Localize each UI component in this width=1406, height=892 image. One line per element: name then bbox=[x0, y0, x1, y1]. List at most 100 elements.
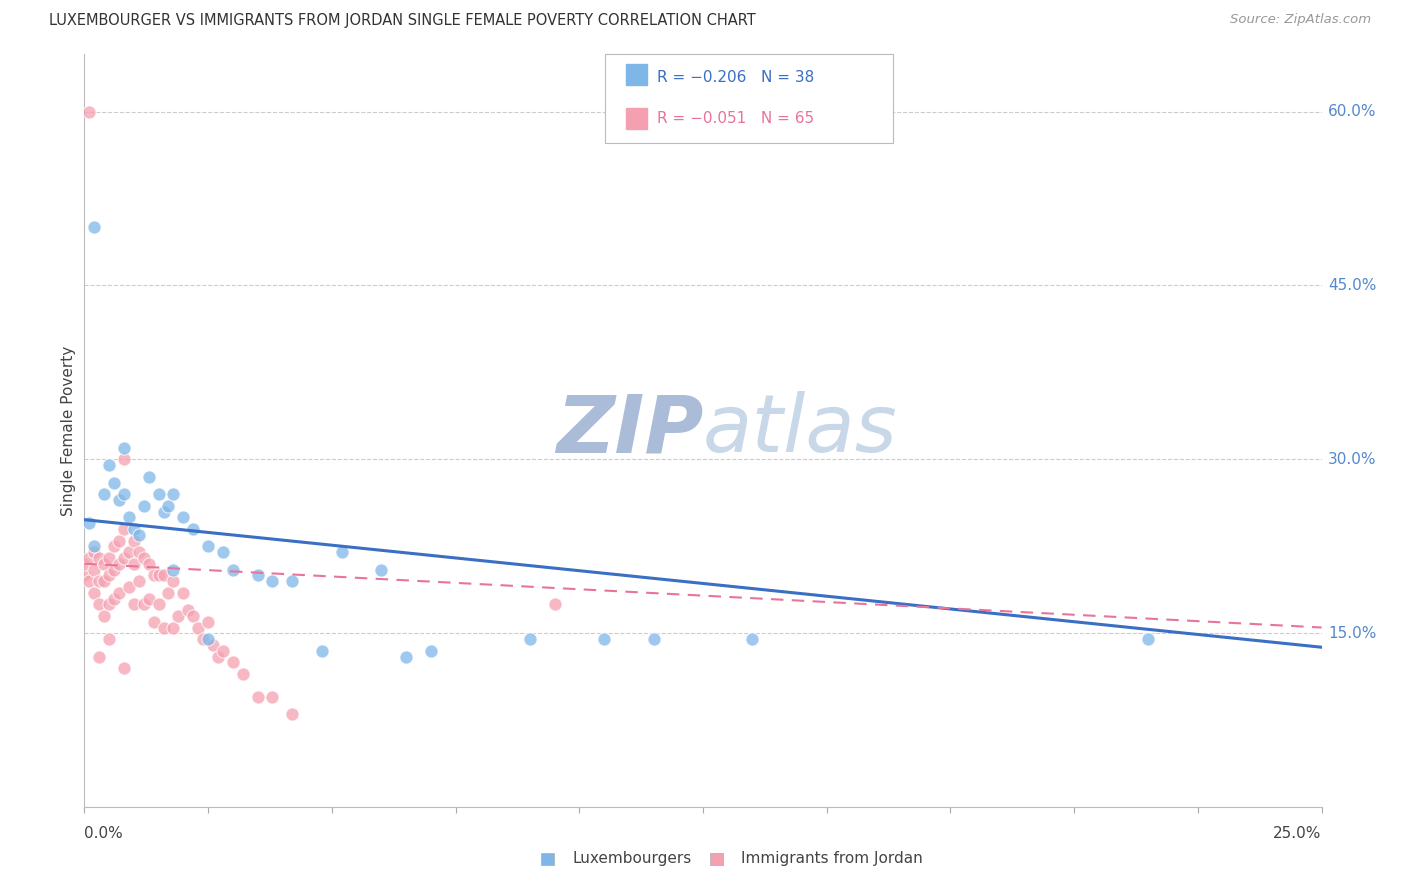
Point bbox=[83, 586, 105, 600]
Point bbox=[222, 655, 245, 669]
Point bbox=[112, 487, 135, 501]
Point bbox=[79, 574, 101, 589]
Point bbox=[187, 621, 209, 635]
Point bbox=[103, 539, 125, 553]
Point bbox=[395, 649, 418, 664]
Point bbox=[1137, 632, 1160, 647]
Point bbox=[93, 557, 115, 571]
Point bbox=[132, 551, 155, 566]
Point bbox=[118, 545, 141, 559]
Point bbox=[103, 475, 125, 490]
Y-axis label: Single Female Poverty: Single Female Poverty bbox=[60, 345, 76, 516]
Point bbox=[138, 557, 160, 571]
Point bbox=[98, 551, 121, 566]
Point bbox=[118, 580, 141, 594]
Point bbox=[181, 522, 204, 536]
Point bbox=[112, 661, 135, 675]
Point bbox=[93, 487, 115, 501]
Point bbox=[157, 499, 180, 513]
Point bbox=[172, 586, 194, 600]
Point bbox=[108, 557, 131, 571]
Point bbox=[73, 557, 96, 571]
Point bbox=[108, 492, 131, 507]
Point bbox=[311, 644, 333, 658]
Point bbox=[112, 441, 135, 455]
Point bbox=[148, 598, 170, 612]
Point bbox=[128, 574, 150, 589]
Point bbox=[122, 522, 145, 536]
Point bbox=[246, 690, 269, 705]
Point bbox=[741, 632, 763, 647]
Point bbox=[132, 499, 155, 513]
Point bbox=[128, 528, 150, 542]
Point bbox=[142, 615, 165, 629]
Text: Luxembourgers: Luxembourgers bbox=[572, 852, 692, 866]
Point bbox=[83, 539, 105, 553]
Text: ZIP: ZIP bbox=[555, 392, 703, 469]
Point bbox=[177, 603, 200, 617]
Point bbox=[93, 574, 115, 589]
Point bbox=[232, 667, 254, 681]
Point bbox=[162, 563, 184, 577]
Point bbox=[191, 632, 214, 647]
Point bbox=[89, 574, 111, 589]
Point bbox=[262, 690, 284, 705]
Point bbox=[79, 551, 101, 566]
Text: Source: ZipAtlas.com: Source: ZipAtlas.com bbox=[1230, 13, 1371, 27]
Text: R = −0.051   N = 65: R = −0.051 N = 65 bbox=[657, 112, 814, 126]
Point bbox=[89, 598, 111, 612]
Point bbox=[281, 707, 304, 722]
Text: 60.0%: 60.0% bbox=[1327, 104, 1376, 119]
Point bbox=[202, 638, 225, 652]
Point bbox=[103, 591, 125, 606]
Point bbox=[543, 598, 565, 612]
Text: 15.0%: 15.0% bbox=[1327, 626, 1376, 640]
Point bbox=[162, 487, 184, 501]
Point bbox=[79, 516, 101, 530]
Point bbox=[152, 621, 174, 635]
Point bbox=[83, 545, 105, 559]
Point bbox=[98, 598, 121, 612]
Point bbox=[370, 563, 392, 577]
Point bbox=[152, 505, 174, 519]
Point bbox=[643, 632, 665, 647]
Point bbox=[246, 568, 269, 582]
Point bbox=[122, 598, 145, 612]
Point bbox=[197, 615, 219, 629]
Text: Immigrants from Jordan: Immigrants from Jordan bbox=[741, 852, 922, 866]
Point bbox=[148, 487, 170, 501]
Point bbox=[157, 586, 180, 600]
Point bbox=[262, 574, 284, 589]
Text: 45.0%: 45.0% bbox=[1327, 278, 1376, 293]
Text: 25.0%: 25.0% bbox=[1274, 826, 1322, 841]
Point bbox=[162, 574, 184, 589]
Point bbox=[419, 644, 441, 658]
Point bbox=[93, 609, 115, 624]
Point bbox=[73, 568, 96, 582]
Point bbox=[152, 568, 174, 582]
Point bbox=[207, 649, 229, 664]
Point bbox=[172, 510, 194, 524]
Point bbox=[148, 568, 170, 582]
Point bbox=[108, 586, 131, 600]
Text: atlas: atlas bbox=[703, 392, 898, 469]
Point bbox=[98, 632, 121, 647]
Point bbox=[112, 522, 135, 536]
Point bbox=[118, 510, 141, 524]
Point bbox=[89, 649, 111, 664]
Point bbox=[519, 632, 541, 647]
Point bbox=[98, 568, 121, 582]
Point bbox=[112, 551, 135, 566]
Point bbox=[162, 621, 184, 635]
Point bbox=[212, 644, 235, 658]
Text: 0.0%: 0.0% bbox=[84, 826, 124, 841]
Point bbox=[181, 609, 204, 624]
Point bbox=[138, 470, 160, 484]
Point bbox=[103, 563, 125, 577]
Point bbox=[212, 545, 235, 559]
Point bbox=[89, 551, 111, 566]
Point bbox=[122, 533, 145, 548]
Point bbox=[167, 609, 190, 624]
Point bbox=[112, 452, 135, 467]
Point bbox=[83, 563, 105, 577]
